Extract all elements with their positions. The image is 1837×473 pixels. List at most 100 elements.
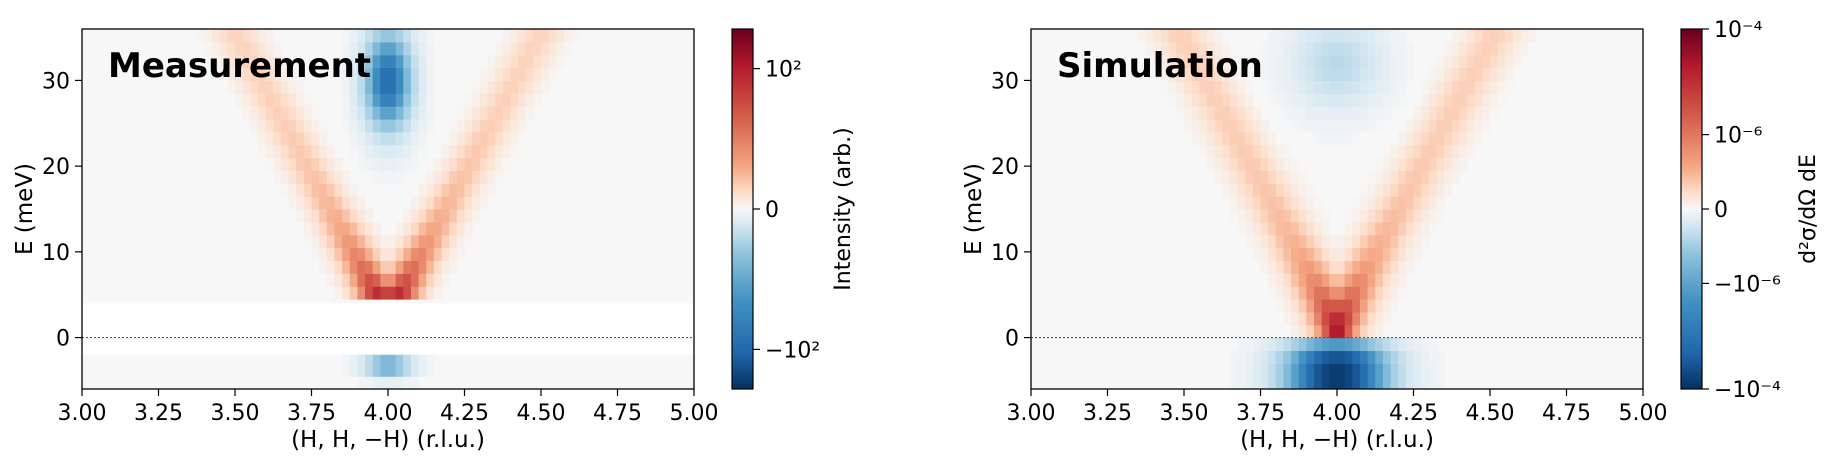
heatmap-cell	[495, 131, 504, 146]
heatmap-cell	[456, 170, 466, 184]
heatmap-cell	[410, 119, 420, 133]
heatmap-cell	[235, 67, 244, 82]
heatmap-cell	[303, 131, 313, 146]
heatmap-cell	[433, 209, 443, 223]
heatmap-cell	[1359, 54, 1369, 69]
heatmap-cell	[280, 67, 290, 82]
heatmap-cell	[1428, 221, 1438, 236]
heatmap-cell	[1390, 54, 1399, 69]
heatmap-cell	[1229, 363, 1239, 377]
heatmap-cell	[227, 41, 236, 56]
heatmap-cell	[1352, 80, 1361, 94]
heatmap-cell	[1291, 260, 1300, 274]
heatmap-cell	[1390, 80, 1399, 94]
heatmap-cell	[257, 144, 267, 159]
heatmap-cell	[533, 41, 542, 56]
heatmap-cell	[1398, 93, 1407, 107]
heatmap-cell	[342, 221, 351, 236]
heatmap-cell	[403, 144, 412, 159]
heatmap-cell	[1306, 221, 1315, 236]
heatmap-cell	[357, 157, 366, 172]
heatmap-cell	[1283, 209, 1292, 223]
heatmap-cell	[380, 363, 389, 377]
heatmap-cell	[1314, 350, 1323, 364]
heatmap-cell	[556, 29, 565, 43]
heatmap-cell	[319, 234, 328, 249]
heatmap-cell	[204, 29, 213, 43]
heatmap-cell	[219, 54, 228, 69]
heatmap-cell	[426, 106, 435, 120]
heatmap-cell	[1467, 54, 1476, 69]
heatmap-cell	[372, 29, 381, 43]
heatmap-cell	[250, 54, 259, 69]
colorbar-tick-label: 10⁻⁶	[1714, 124, 1763, 149]
heatmap-cell	[1321, 29, 1330, 43]
heatmap-cell	[1451, 80, 1460, 94]
heatmap-cell	[395, 234, 404, 249]
heatmap-cell	[1413, 337, 1422, 352]
heatmap-cell	[1260, 67, 1269, 82]
heatmap-cell	[426, 119, 435, 133]
heatmap-cell	[1314, 196, 1323, 210]
heatmap-cell	[403, 119, 412, 133]
heatmap-cell	[1398, 131, 1407, 146]
heatmap-cell	[395, 80, 404, 94]
heatmap-cell	[349, 209, 358, 223]
heatmap-cell	[1375, 260, 1384, 274]
heatmap-cell	[1191, 93, 1200, 107]
heatmap-cell	[410, 376, 420, 389]
heatmap-cell	[1367, 67, 1376, 82]
x-tick-label: 4.00	[364, 401, 413, 426]
heatmap-cell	[1467, 80, 1476, 94]
heatmap-cell	[319, 247, 328, 262]
heatmap-cell	[1436, 67, 1445, 82]
heatmap-cell	[1283, 183, 1292, 197]
heatmap-cell	[242, 41, 251, 56]
heatmap-cell	[1428, 106, 1438, 120]
heatmap-cell	[1229, 170, 1239, 184]
heatmap-cell	[472, 144, 481, 159]
heatmap-cell	[342, 41, 351, 56]
heatmap-cell	[1390, 350, 1399, 364]
heatmap-cell	[1436, 106, 1445, 120]
heatmap-cell	[1490, 29, 1499, 43]
heatmap-cell	[1222, 144, 1231, 159]
heatmap-cell	[495, 119, 504, 133]
heatmap-cell	[464, 131, 473, 146]
heatmap-cell	[311, 183, 320, 197]
heatmap-cell	[1145, 41, 1154, 56]
heatmap-cell	[1245, 209, 1254, 223]
heatmap-cell	[1268, 247, 1277, 262]
heatmap-cell	[1344, 286, 1353, 300]
heatmap-cell	[495, 93, 504, 107]
heatmap-cell	[388, 119, 397, 133]
y-tick-label: 30	[991, 69, 1019, 94]
heatmap-cell	[464, 144, 473, 159]
heatmap-cell	[1359, 183, 1369, 197]
heatmap-cell	[1306, 41, 1315, 56]
heatmap-cell	[1229, 119, 1239, 133]
heatmap-cell	[303, 170, 313, 184]
heatmap-cell	[1352, 106, 1361, 120]
heatmap-cell	[479, 93, 489, 107]
heatmap-cell	[1382, 221, 1392, 236]
heatmap-cell	[518, 119, 527, 133]
heatmap-cell	[403, 376, 412, 389]
heatmap-cell	[349, 54, 358, 69]
heatmap-cell	[1314, 80, 1323, 94]
heatmap-cell	[1344, 221, 1353, 236]
heatmap-cell	[380, 157, 389, 172]
heatmap-cell	[1382, 157, 1392, 172]
heatmap-cell	[1505, 54, 1514, 69]
colorbar-tick-label: 0	[765, 198, 779, 223]
heatmap-cell	[426, 247, 435, 262]
heatmap-cell	[1153, 54, 1162, 69]
heatmap-cell	[1375, 221, 1384, 236]
heatmap-cell	[326, 234, 336, 249]
heatmap-cell	[265, 67, 274, 82]
heatmap-cell	[441, 260, 450, 274]
heatmap-cell	[1245, 363, 1254, 377]
heatmap-cell	[464, 119, 473, 133]
heatmap-cell	[342, 67, 351, 82]
heatmap-cell	[1428, 67, 1438, 82]
